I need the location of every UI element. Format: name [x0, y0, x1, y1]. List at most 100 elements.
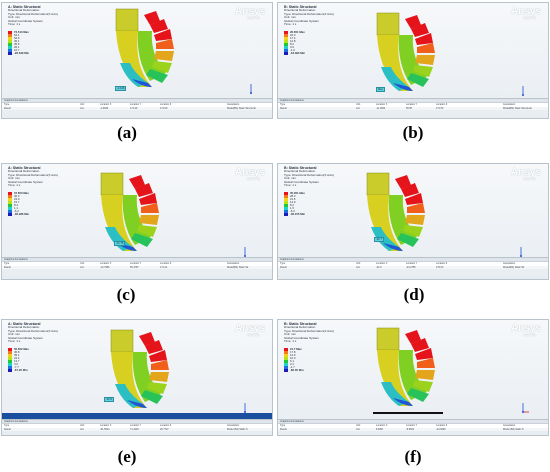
deformed-model[interactable]	[112, 3, 212, 98]
graphics-annotations-tab[interactable]: Graphics Annotations	[278, 419, 548, 423]
panel-f: B: Static Structural Directional Deforma…	[277, 319, 549, 436]
panel-e: A: Static Structural Directional Deforma…	[1, 319, 273, 436]
deformed-model[interactable]	[107, 324, 207, 419]
table-row[interactable]: Result mm -32.3 -24.2785 170.03 Model(B4…	[278, 265, 548, 269]
ansys-logo: Ansys	[235, 6, 266, 17]
analysis-title: B: Static Structural	[284, 166, 317, 170]
result-time: Time: 1 s	[284, 339, 297, 344]
analysis-title: B: Static Structural	[284, 322, 317, 326]
graphics-annotations-tab[interactable]: Graphics Annotations	[2, 419, 272, 423]
coordinate-triad-icon	[520, 247, 522, 257]
table-row[interactable]: Result mm -51.5624 71.4403 26.7727 Model…	[2, 427, 272, 431]
table-header: Type Unit Location X Location Y Location…	[4, 262, 240, 265]
legend-values: 26.651 Max 22.0 17.4 12.8 8.2 3.6 -1.0 -18.3…	[290, 30, 306, 55]
ansys-logo: Ansys	[511, 6, 542, 17]
caption-c: (c)	[116, 285, 136, 304]
probe-annotation[interactable]: -31.7	[374, 237, 384, 242]
annotation-table: Type Unit Location X Location Y Location…	[278, 102, 548, 110]
legend-values: 73.513 Max 64.1 54.6 45.1 35.6 26.1 16.7 -26…	[14, 30, 30, 55]
deformed-model[interactable]	[363, 167, 463, 262]
annotation-table: Type Unit Location X Location Y Location…	[2, 261, 272, 269]
annotation-table: Type Unit Location X Location Y Location…	[2, 423, 272, 431]
result-time: Time: 1 s	[8, 339, 21, 344]
table-row[interactable]: Result mm -13.7986 56.3787 171.21 Model(…	[2, 265, 272, 269]
color-legend	[284, 348, 288, 372]
color-legend	[8, 192, 12, 216]
result-type: Type: Directional Deformation(X Axis)	[284, 172, 334, 177]
coordinate-triad-icon	[244, 403, 246, 413]
result-header: B: Static Structural Directional Deforma…	[284, 166, 364, 187]
result-header: A: Static Structural Directional Deforma…	[8, 322, 88, 344]
ansys-version: 2022 R1	[523, 177, 537, 181]
coordinate-system: Global Coordinate System	[284, 18, 320, 23]
caption-b: (b)	[402, 123, 424, 142]
ansys-logo: Ansys	[235, 323, 266, 334]
ansys-version: 2022 R1	[523, 333, 537, 337]
caption-d: (d)	[403, 285, 425, 304]
coordinate-triad-icon	[522, 86, 524, 96]
probe-annotation[interactable]: -40.9	[104, 397, 114, 402]
table-header: Type Unit Location X Location Y Location…	[4, 103, 240, 106]
result-time: Time: 1 s	[8, 183, 21, 188]
legend-values: 21.7 Max 17.8 13.9 10.0 6.1 2.2 -1.7 -86.35 …	[290, 347, 304, 372]
coordinate-system: Global Coordinate System	[284, 179, 320, 184]
caption-a: (a)	[117, 123, 137, 142]
legend-values: 37.653 Max 30.3 23.0 15.7 8.4 1.1 -6.2 -36.9…	[14, 191, 30, 216]
panel-d: B: Static Structural Directional Deforma…	[277, 163, 549, 280]
result-header: B: Static Structural Directional Deforma…	[284, 5, 364, 27]
ansys-version: 2022 R1	[247, 177, 261, 181]
deformed-model[interactable]	[373, 7, 473, 102]
result-name: Directional Deformation	[284, 8, 316, 13]
probe-annotation[interactable]: -2.146	[115, 86, 127, 91]
annotation-table: Type Unit Location X Location Y Location…	[278, 423, 548, 431]
annotation-table: Type Unit Location X Location Y Location…	[2, 102, 272, 110]
probe-annotation[interactable]: Max	[376, 87, 385, 92]
analysis-title: A: Static Structural	[8, 322, 41, 326]
table-row[interactable]: Result mm -11.3664 56.55 171.50 Model(B4…	[278, 106, 548, 110]
table-header: Type Unit Location X Location Y Location…	[4, 424, 240, 427]
result-type: Type: Directional Deformation(X Axis)	[8, 172, 58, 177]
analysis-title: A: Static Structural	[8, 5, 41, 9]
coordinate-system: Global Coordinate System	[284, 335, 320, 340]
color-legend	[284, 192, 288, 216]
graphics-annotations-tab[interactable]: Graphics Annotations	[278, 98, 548, 102]
legend-values: 56.502 Max 45.8 35.1 24.4 13.7 3.0 -7.7 -67.…	[14, 347, 29, 372]
result-header: A: Static Structural Directional Deforma…	[8, 5, 88, 27]
deformed-model[interactable]	[97, 167, 197, 262]
analysis-title: A: Static Structural	[8, 166, 41, 170]
color-legend	[8, 31, 12, 55]
color-legend	[284, 31, 288, 55]
annotation-table: Type Unit Location X Location Y Location…	[278, 261, 548, 269]
ansys-logo: Ansys	[511, 167, 542, 178]
caption-f: (f)	[404, 447, 422, 466]
ansys-version: 2022 R1	[523, 16, 537, 20]
color-legend	[8, 348, 12, 372]
ansys-version: 2022 R1	[247, 16, 261, 20]
table-header: Type Unit Location X Location Y Location…	[280, 262, 516, 265]
table-row[interactable]: Result mm -1.6629 171.26 171.50 Model(B4…	[2, 106, 272, 110]
result-time: Time: 1 s	[284, 22, 297, 27]
deformed-model[interactable]	[373, 322, 473, 417]
coordinate-system: Global Coordinate System	[8, 335, 44, 340]
result-header: A: Static Structural Directional Deforma…	[8, 166, 88, 188]
result-type: Type: Directional Deformation(X Axis)	[8, 328, 58, 333]
table-header: Type Unit Location X Location Y Location…	[280, 424, 516, 427]
table-header: Type Unit Location X Location Y Location…	[280, 103, 516, 106]
graphics-annotations-tab[interactable]: Graphics Annotations	[2, 98, 272, 102]
caption-e: (e)	[117, 447, 137, 466]
coordinate-system: Global Coordinate System	[8, 179, 44, 184]
result-time: Time: 1 s	[8, 22, 21, 27]
result-type: Type: Directional Deformation(X Axis)	[284, 328, 334, 333]
coordinate-triad-icon	[244, 247, 246, 257]
probe-annotation[interactable]: -21.75	[114, 241, 126, 246]
result-unit: Unit: mm	[8, 15, 20, 20]
result-type: Type: Directional Deformation(X Axis)	[284, 11, 334, 16]
table-row[interactable]: Result mm 8.4997 -8.5604 -44.0099 Model …	[278, 427, 548, 431]
legend-values: 35.001 Max 28.3 21.6 14.9 8.2 1.5 -5.2 -36.1…	[290, 191, 306, 216]
result-name: Directional Deformation	[8, 325, 40, 330]
result-unit: Unit: mm	[284, 176, 296, 181]
graphics-annotations-tab[interactable]: Graphics Annotations	[278, 257, 548, 261]
result-unit: Unit: mm	[8, 176, 20, 181]
scale-ruler	[373, 412, 443, 414]
graphics-annotations-tab[interactable]: Graphics Annotations	[2, 257, 272, 261]
